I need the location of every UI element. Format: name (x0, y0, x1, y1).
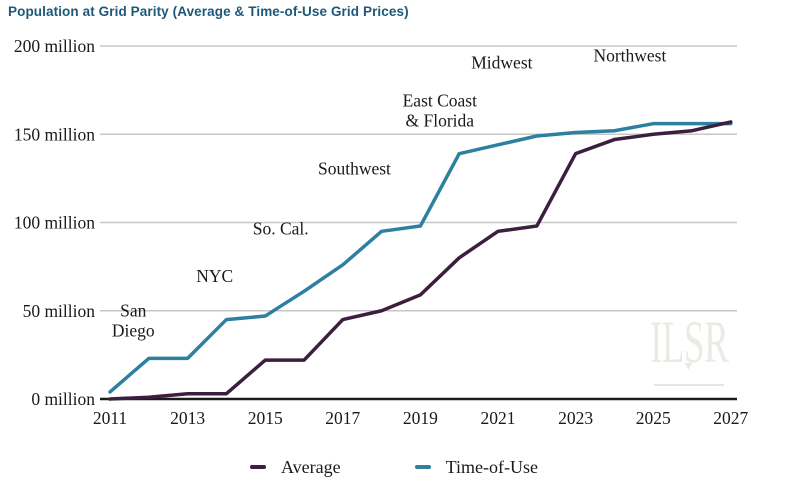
region-annotation: Southwest (318, 159, 391, 179)
y-tick-label: 200 million (14, 36, 95, 56)
x-tick-label: 2013 (170, 408, 205, 428)
region-annotation: Northwest (593, 46, 666, 66)
y-tick-label: 100 million (14, 213, 95, 233)
x-tick-label: 2027 (713, 408, 748, 428)
x-tick-label: 2011 (93, 408, 127, 428)
chart-legend: Average Time-of-Use (0, 452, 788, 482)
x-tick-label: 2025 (636, 408, 671, 428)
x-tick-label: 2023 (558, 408, 593, 428)
region-annotation: East Coast & Florida (403, 90, 478, 130)
chart-title: Population at Grid Parity (Average & Tim… (8, 4, 409, 19)
time-of-use-line-swatch (414, 465, 431, 469)
y-tick-label: 50 million (23, 301, 96, 321)
y-tick-label: 150 million (14, 124, 95, 144)
region-annotation: San Diego (112, 300, 155, 340)
region-annotation: NYC (196, 266, 233, 286)
region-annotation: Midwest (471, 53, 532, 73)
legend-label-time-of-use: Time-of-Use (445, 456, 538, 477)
region-annotation: So. Cal. (253, 219, 309, 239)
legend-label-average: Average (281, 456, 341, 477)
time-of-use-series-line (108, 121, 733, 394)
average-series-line (108, 120, 733, 401)
legend-item-average: Average (250, 457, 341, 478)
x-tick-label: 2019 (403, 408, 438, 428)
grid-parity-line-chart: 0 million 50 million 100 million 150 millio… (14, 36, 749, 428)
average-line-swatch (250, 465, 267, 469)
x-tick-label: 2017 (325, 408, 360, 428)
legend-item-time-of-use: Time-of-Use (414, 456, 538, 478)
x-tick-label: 2021 (481, 408, 516, 428)
y-tick-label: 0 million (31, 389, 95, 409)
x-tick-label: 2015 (248, 408, 283, 428)
